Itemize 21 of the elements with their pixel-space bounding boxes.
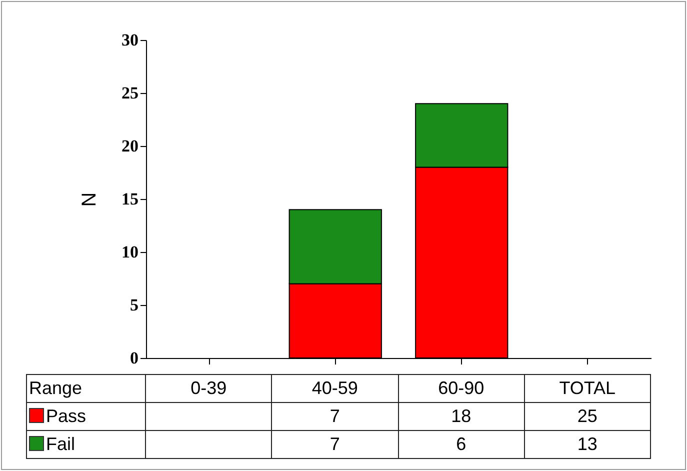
text: 25 <box>577 406 598 426</box>
data-label: 18 <box>398 402 524 430</box>
y-tick-label: 25 <box>122 84 138 102</box>
x-tick-label: TOTAL <box>524 374 650 402</box>
y-tick-label: 10 <box>122 242 138 262</box>
y-axis-title: N <box>78 192 100 207</box>
y-tick-label: 30 <box>122 30 138 50</box>
legend-label: Pass <box>26 402 146 430</box>
data-label: 7 <box>272 402 398 430</box>
x-tick-label: 40-59 <box>272 374 398 402</box>
text: 13 <box>577 434 598 454</box>
y-tick-label: 5 <box>130 296 138 314</box>
x-axis-title: Range <box>26 374 146 402</box>
legend-label: Fail <box>26 430 146 458</box>
x-tick-label: 60-90 <box>398 374 524 402</box>
y-tick-label: 20 <box>122 136 138 156</box>
y-tick-label: 0 <box>130 348 138 368</box>
data-label: 7 <box>272 430 398 458</box>
data-label: 6 <box>398 430 524 458</box>
y-tick-label: 15 <box>122 190 138 208</box>
x-tick-label: 0-39 <box>146 374 272 402</box>
